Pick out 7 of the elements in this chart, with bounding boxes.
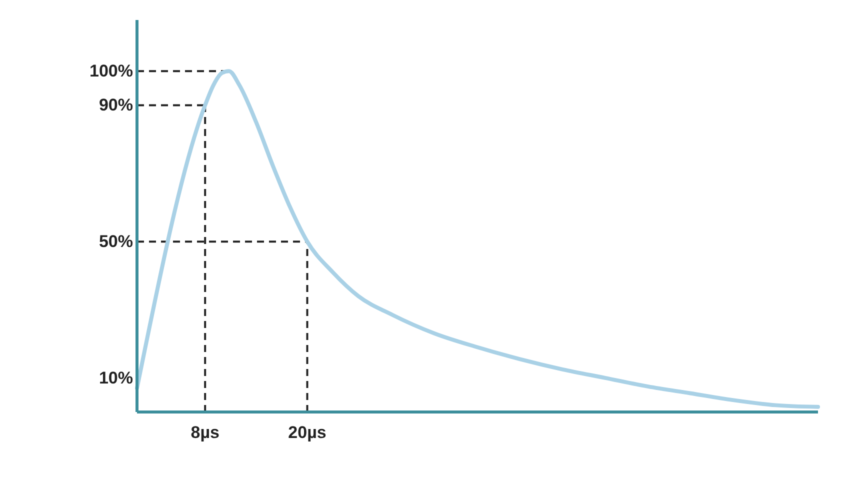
y-tick-label: 100% <box>90 62 133 81</box>
x-tick-label: 8µs <box>190 423 220 442</box>
y-tick-label: 90% <box>98 96 133 115</box>
y-tick-label: 10% <box>98 368 133 388</box>
x-tick-label: 20µs <box>288 423 326 442</box>
line-series <box>135 69 820 409</box>
y-tick-label: 50% <box>98 232 133 252</box>
